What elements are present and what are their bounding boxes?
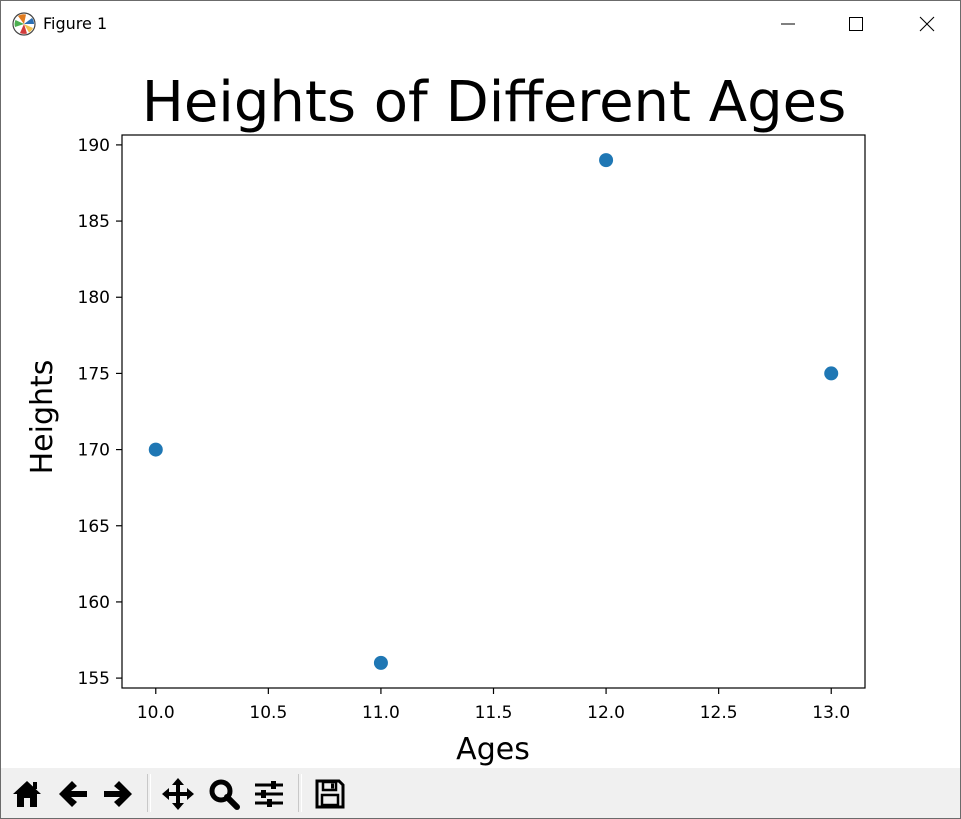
pan-icon xyxy=(162,778,194,810)
figure-canvas[interactable]: Heights of Different Ages 155 160 165 170 17… xyxy=(1,47,960,768)
close-button[interactable] xyxy=(892,1,960,47)
y-tick-label: 190 xyxy=(78,136,110,156)
x-tick-label: 12.5 xyxy=(700,703,738,723)
y-tick-label: 155 xyxy=(78,669,110,689)
x-tick-label: 10.0 xyxy=(137,703,175,723)
title-bar[interactable]: Figure 1 xyxy=(1,1,960,47)
x-tick-label: 12.0 xyxy=(587,703,625,723)
y-tick-label: 180 xyxy=(78,288,110,308)
y-axis-label: Heights xyxy=(25,360,60,475)
zoom-button[interactable] xyxy=(203,773,245,815)
pan-button[interactable] xyxy=(157,773,199,815)
data-points xyxy=(148,153,839,670)
toolbar-separator xyxy=(298,774,302,812)
save-button[interactable] xyxy=(309,773,351,815)
y-tick-label: 170 xyxy=(78,441,110,461)
x-tick-label: 10.5 xyxy=(249,703,287,723)
y-axis-ticks: 155 160 165 170 175 180 185 190 xyxy=(78,136,122,689)
save-icon xyxy=(315,779,345,809)
back-button[interactable] xyxy=(52,773,94,815)
y-tick-label: 160 xyxy=(78,593,110,613)
scatter-point xyxy=(373,655,388,670)
home-icon xyxy=(13,781,41,807)
y-tick-label: 165 xyxy=(78,517,110,537)
toolbar-separator xyxy=(147,774,151,812)
x-axis-label: Ages xyxy=(456,732,530,767)
maximize-icon xyxy=(849,17,863,31)
configure-subplots-button[interactable] xyxy=(248,773,290,815)
chart-title: Heights of Different Ages xyxy=(142,70,847,135)
minimize-button[interactable] xyxy=(753,1,823,47)
zoom-icon xyxy=(209,779,240,810)
y-tick-label: 185 xyxy=(78,212,110,232)
home-button[interactable] xyxy=(6,773,48,815)
forward-button[interactable] xyxy=(97,773,139,815)
navigation-toolbar xyxy=(1,768,960,818)
scatter-point xyxy=(824,366,839,381)
plot-area xyxy=(121,134,866,689)
maximize-button[interactable] xyxy=(821,1,891,47)
matplotlib-icon xyxy=(12,12,36,36)
forward-arrow-icon xyxy=(104,781,132,807)
scatter-point xyxy=(599,153,614,168)
configure-subplots-icon xyxy=(255,781,283,807)
y-tick-label: 175 xyxy=(78,364,110,384)
x-tick-label: 11.5 xyxy=(475,703,513,723)
window-title: Figure 1 xyxy=(43,14,108,33)
scatter-point xyxy=(148,442,163,457)
x-axis-ticks: 10.0 10.5 11.0 11.5 12.0 12.5 13.0 xyxy=(137,688,850,723)
x-tick-label: 11.0 xyxy=(362,703,400,723)
scatter-chart: Heights of Different Ages 155 160 165 170 17… xyxy=(25,70,866,767)
minimize-icon xyxy=(781,23,795,25)
close-icon xyxy=(919,16,935,32)
back-arrow-icon xyxy=(59,781,87,807)
x-tick-label: 13.0 xyxy=(812,703,850,723)
